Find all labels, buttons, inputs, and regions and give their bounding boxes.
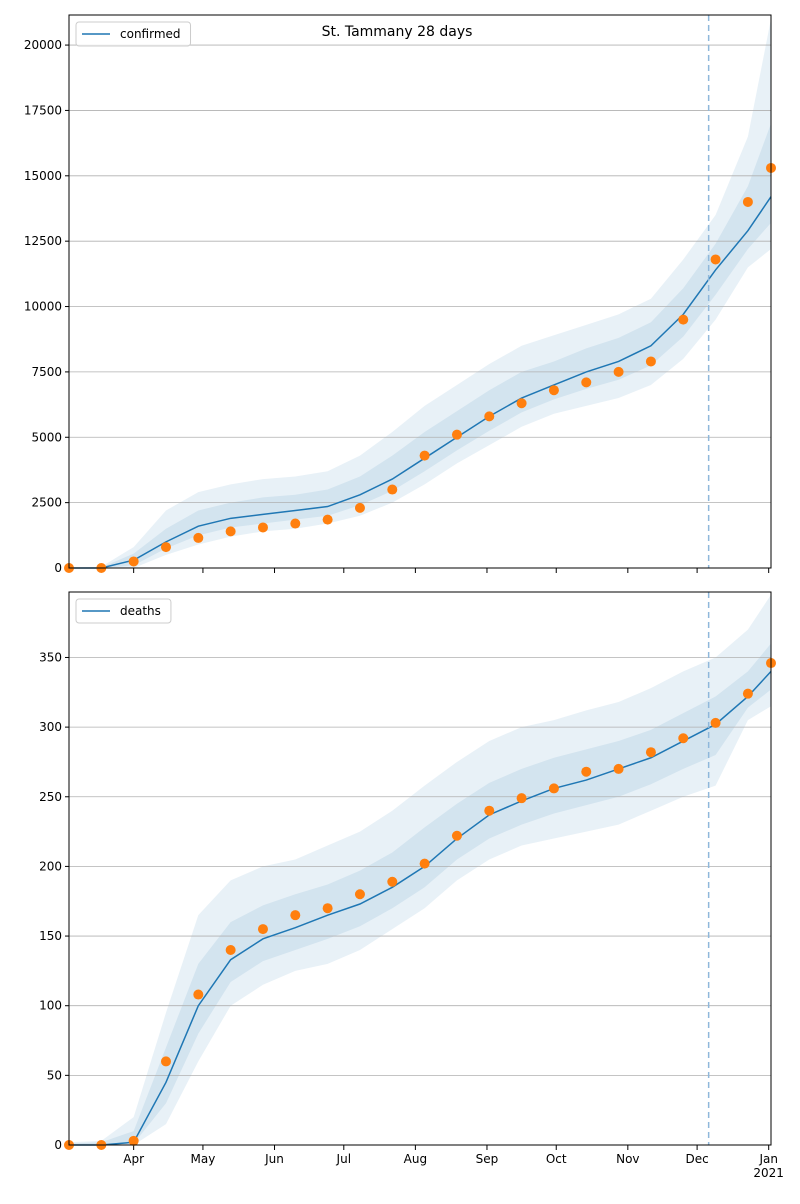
y-tick-label: 5000	[31, 430, 62, 444]
legend: deaths	[75, 598, 172, 624]
y-tick-label: 12500	[24, 234, 62, 248]
y-tick-label: 17500	[24, 103, 62, 117]
observed-point	[516, 398, 527, 409]
y-tick-label: 10000	[24, 300, 62, 314]
observed-point	[581, 766, 592, 777]
observed-point	[742, 196, 753, 207]
legend-label: confirmed	[120, 27, 181, 41]
observed-point	[613, 366, 624, 377]
observed-point	[290, 518, 301, 529]
observed-point	[387, 876, 398, 887]
observed-point	[645, 356, 656, 367]
observed-point	[128, 1135, 139, 1146]
observed-point	[160, 1056, 171, 1067]
observed-point	[257, 522, 268, 533]
x-tick-label: May	[191, 1152, 216, 1166]
observed-point	[193, 532, 204, 543]
observed-point	[451, 830, 462, 841]
observed-point	[742, 688, 753, 699]
observed-point	[678, 314, 689, 325]
observed-point	[484, 805, 495, 816]
observed-point	[419, 450, 430, 461]
y-tick-label: 200	[39, 859, 62, 873]
observed-point	[548, 385, 559, 396]
x-tick-label: Jan 2021	[753, 1152, 784, 1180]
observed-point	[257, 924, 268, 935]
observed-point	[354, 889, 365, 900]
x-tick-label: Jul	[336, 1152, 351, 1166]
y-tick-label: 250	[39, 790, 62, 804]
observed-point	[290, 910, 301, 921]
y-tick-label: 50	[47, 1068, 62, 1082]
confidence-band	[69, 123, 771, 569]
observed-point	[225, 944, 236, 955]
observed-point	[581, 377, 592, 388]
observed-point	[322, 514, 333, 525]
y-tick-label: 300	[39, 720, 62, 734]
observed-point	[128, 556, 139, 567]
legend-label: deaths	[120, 604, 161, 618]
observed-point	[387, 484, 398, 495]
y-tick-label: 0	[54, 1138, 62, 1152]
plot-frame	[68, 14, 772, 569]
observed-point	[548, 783, 559, 794]
observed-point	[193, 989, 204, 1000]
observed-point	[484, 411, 495, 422]
y-tick-label: 350	[39, 650, 62, 664]
x-tick-label: Nov	[616, 1152, 639, 1166]
x-tick-label: Jun	[264, 1152, 284, 1166]
confidence-band	[69, 643, 771, 1145]
observed-point	[710, 254, 721, 265]
y-tick-label: 0	[54, 561, 62, 575]
observed-point	[451, 429, 462, 440]
observed-point	[419, 858, 430, 869]
observed-point	[354, 502, 365, 513]
y-tick-label: 150	[39, 929, 62, 943]
legend-box	[75, 598, 172, 624]
y-tick-label: 7500	[31, 365, 62, 379]
plot-frame	[68, 591, 772, 1146]
y-tick-label: 20000	[24, 38, 62, 52]
y-tick-label: 15000	[24, 169, 62, 183]
observed-point	[516, 793, 527, 804]
legend-box	[75, 21, 192, 47]
observed-point	[710, 717, 721, 728]
legend: confirmed	[75, 21, 192, 47]
y-tick-label: 2500	[31, 496, 62, 510]
y-tick-label: 100	[39, 999, 62, 1013]
observed-point	[160, 542, 171, 553]
observed-point	[322, 903, 333, 914]
chart-title: St. Tammany 28 days	[322, 24, 473, 40]
observed-point	[225, 526, 236, 537]
x-tick-label: Dec	[685, 1152, 708, 1166]
observed-point	[613, 763, 624, 774]
confidence-band	[69, 18, 771, 568]
observed-point	[678, 733, 689, 744]
x-tick-label: Apr	[123, 1152, 144, 1166]
x-tick-label: Oct	[546, 1152, 567, 1166]
x-tick-label: Sep	[476, 1152, 499, 1166]
x-tick-label: Aug	[404, 1152, 427, 1166]
observed-point	[645, 747, 656, 758]
